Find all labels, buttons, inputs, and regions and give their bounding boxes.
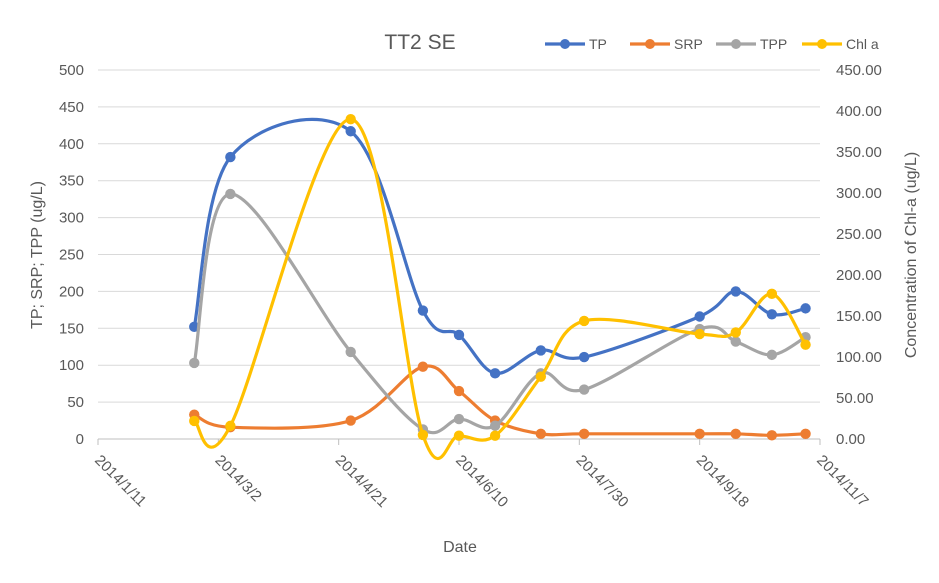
legend-label: SRP: [674, 36, 703, 52]
data-point-tp: [730, 286, 741, 297]
data-point-tpp: [766, 349, 778, 361]
data-point-srp: [417, 361, 429, 372]
data-point-chl-a: [694, 328, 705, 340]
data-point-tp: [800, 303, 811, 314]
legend-swatch-marker: [645, 39, 655, 49]
y2-axis-title: Concentration of Chl-a (ug/L): [903, 152, 920, 358]
y2-tick-label: 150.00: [836, 308, 882, 325]
data-point-tpp: [489, 420, 501, 431]
x-tick-label: 2014/1/11: [91, 452, 149, 510]
y2-tick-label: 250.00: [836, 226, 882, 243]
legend-swatch-marker: [560, 39, 570, 49]
data-point-srp: [694, 428, 705, 440]
series: [189, 114, 811, 461]
data-point-tp: [417, 305, 429, 316]
y2-tick-label: 400.00: [836, 103, 882, 120]
series-tp: [189, 117, 811, 379]
y-tick-label: 250: [59, 247, 84, 264]
y2-tick-label: 0.00: [836, 431, 865, 448]
y-tick-label: 50: [67, 394, 84, 411]
data-point-srp: [800, 428, 811, 440]
legend-item-tpp: TPP: [716, 36, 787, 52]
data-point-chl-a: [225, 420, 236, 432]
y2-tick-label: 450.00: [836, 62, 882, 79]
y-tick-label: 100: [59, 357, 84, 374]
legend-label: Chl a: [846, 36, 879, 52]
data-point-srp: [345, 415, 356, 426]
data-point-tp: [345, 126, 356, 137]
legend: TP SRP TPP Chl a: [545, 36, 879, 52]
data-point-chl-a: [578, 315, 590, 327]
chart-title: TT2 SE: [384, 31, 455, 54]
legend-swatch-marker: [731, 39, 741, 49]
y2-tick-label: 100.00: [836, 349, 882, 366]
legend-label: TPP: [760, 36, 787, 52]
y2-tick-label: 50.00: [836, 390, 874, 407]
data-point-tpp: [225, 188, 236, 200]
legend-swatch-marker: [817, 39, 827, 49]
data-point-srp: [535, 428, 547, 440]
data-point-tp: [225, 151, 236, 163]
legend-item-srp: SRP: [630, 36, 703, 52]
data-point-chl-a: [189, 415, 200, 427]
data-point-chl-a: [766, 288, 778, 300]
y-tick-label: 200: [59, 283, 84, 300]
data-point-tp: [535, 345, 547, 356]
data-point-tp: [453, 329, 465, 341]
x-axis-title: Date: [443, 539, 477, 556]
data-point-srp: [730, 428, 741, 440]
data-point-srp: [578, 428, 590, 440]
series-line-tpp: [192, 192, 808, 435]
data-point-chl-a: [417, 429, 429, 441]
data-point-tp: [766, 309, 778, 320]
legend-item-chl-a: Chl a: [802, 36, 879, 52]
data-point-chl-a: [730, 327, 741, 338]
axes: 0 50 100 150 200 250 300 350 400 450 500 0.00 50.00 1…: [59, 62, 882, 511]
x-tick-label: 2014/3/2: [212, 452, 265, 505]
y-tick-label: 0: [76, 431, 84, 448]
y-axis-title: TP; SRP; TPP (ug/L): [29, 181, 46, 329]
data-point-tpp: [578, 384, 590, 395]
legend-item-tp: TP: [545, 36, 607, 52]
data-point-chl-a: [453, 430, 465, 441]
x-tick-label: 2014/9/18: [693, 452, 752, 511]
data-point-tpp: [730, 336, 741, 347]
y-tick-label: 500: [59, 62, 84, 79]
y2-tick-label: 300.00: [836, 185, 882, 202]
legend-label: TP: [589, 36, 607, 52]
data-point-tp: [694, 311, 705, 322]
data-point-tp: [578, 351, 590, 363]
data-point-tpp: [453, 413, 465, 425]
data-point-tpp: [345, 346, 356, 358]
y-tick-label: 450: [59, 99, 84, 116]
x-tick-label: 2014/7/30: [573, 452, 632, 511]
data-point-tp: [489, 368, 501, 379]
x-tick-label: 2014/4/21: [332, 452, 391, 511]
data-point-srp: [453, 385, 465, 397]
data-point-chl-a: [535, 371, 547, 382]
y2-tick-label: 200.00: [836, 267, 882, 284]
y-tick-label: 350: [59, 173, 84, 190]
data-point-srp: [766, 430, 778, 441]
y-tick-label: 400: [59, 136, 84, 153]
x-tick-label: 2014/11/7: [813, 452, 871, 510]
x-tick-label: 2014/6/10: [452, 452, 511, 511]
y-tick-label: 300: [59, 210, 84, 227]
data-point-chl-a: [489, 430, 501, 441]
data-point-chl-a: [345, 114, 356, 125]
data-point-tpp: [189, 357, 200, 369]
series-line-chl-a: [192, 117, 808, 461]
series-chl-a: [189, 114, 811, 461]
series-tpp: [189, 188, 811, 435]
data-point-chl-a: [800, 339, 811, 350]
y2-tick-label: 350.00: [836, 144, 882, 161]
y-tick-label: 150: [59, 320, 84, 337]
